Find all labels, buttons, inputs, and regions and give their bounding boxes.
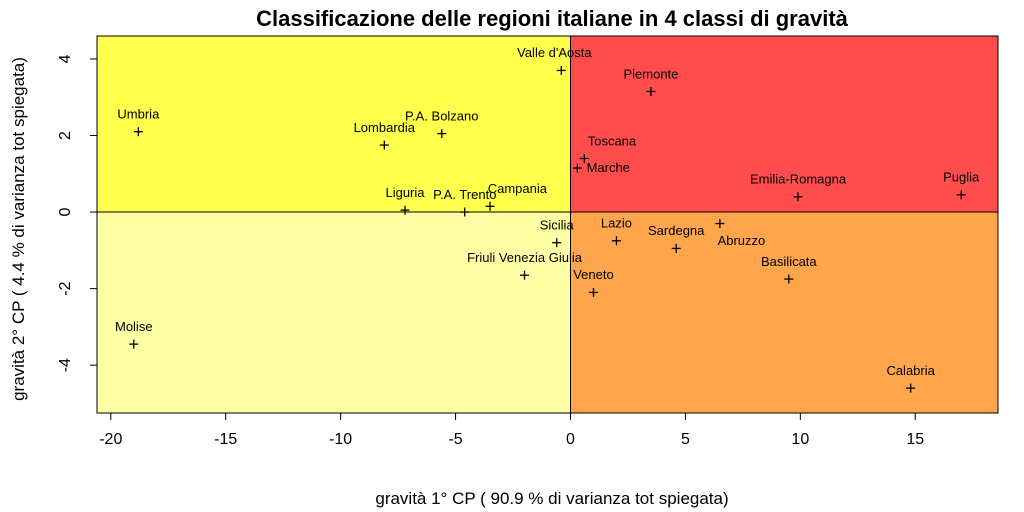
point-label: Campania — [488, 181, 548, 196]
point-label: Emilia-Romagna — [750, 172, 847, 187]
x-tick-label: -20 — [99, 431, 122, 448]
data-point — [956, 190, 966, 200]
point-label: Basilicata — [761, 254, 817, 269]
x-axis-label: gravità 1° CP ( 90.9 % di varianza tot s… — [375, 489, 728, 508]
point-label: Sicilia — [540, 217, 575, 232]
x-tick-label: 5 — [681, 431, 690, 448]
x-tick-label: 0 — [566, 431, 575, 448]
point-label: Lazio — [601, 216, 632, 231]
y-tick-label: 0 — [57, 208, 74, 217]
data-point — [646, 86, 656, 96]
data-point — [671, 243, 681, 253]
y-axis-label: gravità 2° CP ( 4.4 % di varianza tot sp… — [9, 57, 28, 401]
y-tick-label: 2 — [57, 131, 74, 140]
data-points — [129, 65, 966, 393]
data-point — [793, 192, 803, 202]
data-point — [379, 140, 389, 150]
data-point — [715, 219, 725, 229]
point-label: P.A. Bolzano — [405, 108, 478, 123]
point-label: Toscana — [588, 133, 637, 148]
point-label: Puglia — [943, 170, 980, 185]
point-label: Abruzzo — [718, 233, 766, 248]
x-tick-label: -15 — [214, 431, 237, 448]
data-point — [906, 383, 916, 393]
data-point — [460, 207, 470, 217]
data-point — [572, 163, 582, 173]
data-point — [611, 236, 621, 246]
point-label: Friuli Venezia Giulia — [467, 250, 583, 265]
data-point — [133, 127, 143, 137]
point-label: Calabria — [886, 363, 935, 378]
quadrant-2 — [97, 212, 571, 413]
point-label: Sardegna — [648, 223, 705, 238]
x-axis: -20 -15 -10 -5 0 5 10 15 — [99, 413, 924, 448]
y-tick-label: 4 — [57, 54, 74, 63]
point-label: P.A. Trento — [433, 187, 496, 202]
point-label: Valle d'Aosta — [517, 45, 592, 60]
point-label: Molise — [115, 319, 153, 334]
reference-lines — [97, 36, 998, 413]
point-label: Liguria — [385, 185, 425, 200]
data-point — [588, 287, 598, 297]
data-point — [400, 205, 410, 215]
quadrant-1 — [570, 36, 998, 213]
x-tick-label: 15 — [906, 431, 924, 448]
x-tick-label: -5 — [448, 431, 462, 448]
quadrant-backgrounds — [97, 36, 998, 413]
plot-frame — [96, 35, 999, 414]
data-point — [520, 270, 530, 280]
quadrant-0 — [97, 36, 571, 213]
point-label: Piemonte — [623, 66, 678, 81]
point-label: Veneto — [573, 267, 614, 282]
data-point — [552, 238, 562, 248]
point-label: Lombardia — [354, 120, 416, 135]
data-point — [485, 201, 495, 211]
data-point — [784, 274, 794, 284]
quadrant-3 — [570, 212, 998, 413]
chart-title: Classificazione delle regioni italiane i… — [256, 6, 849, 31]
point-label: Umbria — [117, 106, 160, 121]
y-tick-label: -4 — [57, 358, 74, 372]
x-tick-label: 10 — [791, 431, 809, 448]
x-tick-label: -10 — [329, 431, 352, 448]
data-point — [129, 339, 139, 349]
data-point — [579, 153, 589, 163]
y-tick-label: -2 — [57, 281, 74, 295]
y-axis: -4 -2 0 2 4 — [57, 54, 97, 372]
point-label: Marche — [587, 160, 630, 175]
data-point — [556, 65, 566, 75]
data-point — [437, 129, 447, 139]
